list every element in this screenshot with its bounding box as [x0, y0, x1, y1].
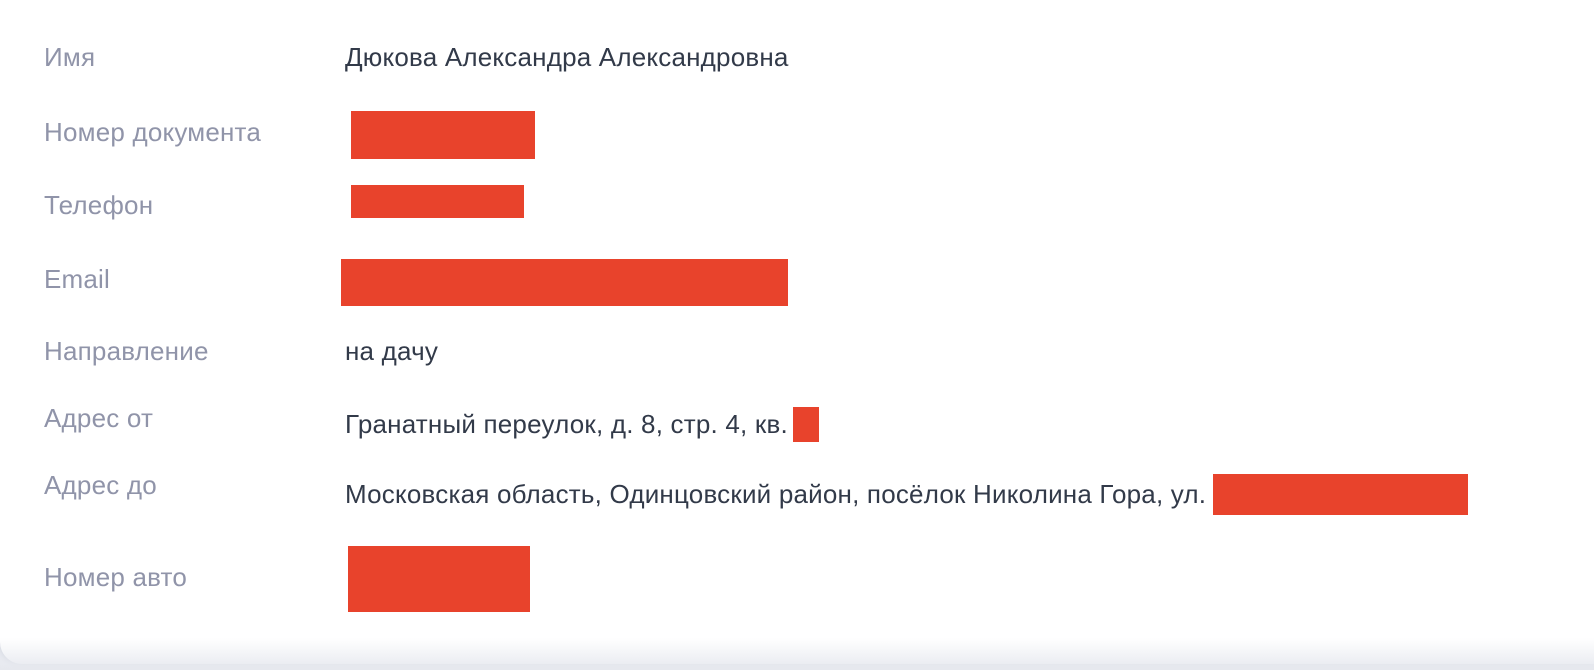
field-label-address-to: Адрес до	[44, 470, 157, 500]
field-row-car-number: Номер авто	[44, 546, 1574, 612]
redacted-value-block	[348, 546, 530, 612]
redacted-value-block	[341, 259, 788, 306]
field-label-name: Имя	[44, 42, 96, 72]
field-row-phone: Телефон	[44, 185, 1574, 220]
field-row-address-to: Адрес до Московская область, Одинцовский…	[44, 470, 1574, 518]
field-value-phone	[345, 185, 524, 218]
field-value-car-number	[345, 546, 530, 612]
address-from-text: Гранатный переулок, д. 8, стр. 4, кв.	[345, 409, 788, 439]
field-label-car-number: Номер авто	[44, 562, 188, 592]
field-row-email: Email	[44, 259, 1574, 306]
field-label-phone: Телефон	[44, 190, 154, 220]
field-label-document-number: Номер документа	[44, 117, 262, 147]
field-value-direction: на дачу	[345, 336, 439, 366]
field-row-name: Имя Дюкова Александра Александровна	[44, 42, 1574, 72]
field-value-address-to: Московская область, Одинцовский район, п…	[345, 470, 1469, 518]
redacted-value-block	[1213, 473, 1469, 515]
field-value-email	[341, 259, 788, 306]
redacted-value-block	[351, 185, 524, 218]
field-row-direction: Направление на дачу	[44, 336, 1574, 366]
field-label-email: Email	[44, 264, 111, 294]
field-value-address-from: Гранатный переулок, д. 8, стр. 4, кв.	[345, 403, 819, 445]
redacted-value-block	[792, 406, 819, 442]
field-value-document-number	[345, 111, 535, 159]
field-label-direction: Направление	[44, 336, 209, 366]
field-label-address-from: Адрес от	[44, 403, 154, 433]
field-row-document-number: Номер документа	[44, 111, 1574, 159]
field-value-name: Дюкова Александра Александровна	[345, 42, 789, 72]
field-row-address-from: Адрес от Гранатный переулок, д. 8, стр. …	[44, 403, 1574, 445]
address-to-text: Московская область, Одинцовский район, п…	[345, 479, 1207, 509]
redacted-value-block	[351, 111, 535, 159]
